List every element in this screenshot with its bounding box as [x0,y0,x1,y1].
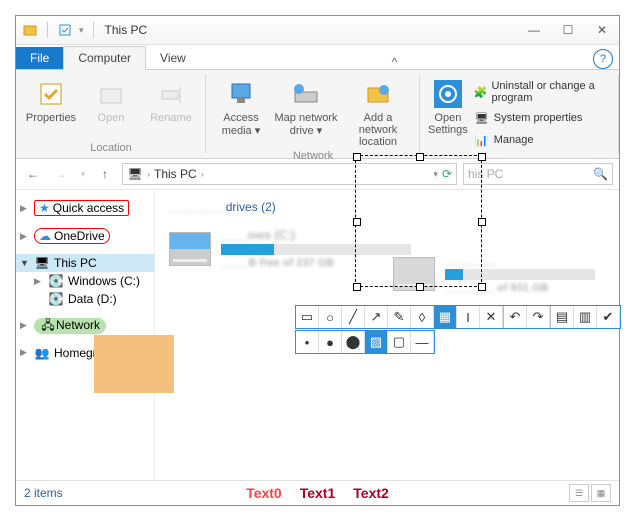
tab-view[interactable]: View [146,47,200,69]
add-location-button[interactable]: Add a network location [344,74,412,148]
tree-this-pc[interactable]: ▼🖥This PC [16,254,154,272]
tool-btn[interactable]: ✎ [388,306,411,328]
tool-btn[interactable]: ↶ [504,306,527,328]
tab-computer[interactable]: Computer [63,46,146,70]
footer-texts: Text0 Text1 Text2 [246,485,389,501]
annot-toolbar-1: ▭○╱↗✎◊▦I✕↶↷▤▥✔ [295,305,621,329]
tool-btn[interactable]: ● [319,331,342,353]
recent-chevron[interactable]: ▾ [78,163,88,185]
footer-text: Text1 [300,485,336,501]
tree-network[interactable]: ▶🖧Network [16,316,154,336]
tree-drive-d[interactable]: 💽Data (D:) [16,290,154,308]
view-icons[interactable]: ▦ [591,484,611,502]
tool-btn[interactable]: • [296,331,319,353]
tool-btn[interactable]: ↗ [365,306,388,328]
footer-text: Text0 [246,485,282,501]
ribbon-tabs: File Computer View ^ ? [16,45,619,69]
search-box[interactable]: his PC 🔍 [463,163,613,185]
tool-btn[interactable]: ╱ [342,306,365,328]
tool-btn[interactable]: ↷ [527,306,550,328]
tool-btn[interactable]: ○ [319,306,342,328]
tool-btn[interactable]: ✕ [480,306,503,328]
maximize-button[interactable]: ☐ [551,17,585,43]
group-network: Network [293,150,333,162]
tool-btn[interactable]: ✔ [597,306,620,328]
view-details[interactable]: ☰ [569,484,589,502]
tool-btn[interactable]: — [411,331,434,353]
status-bar: 2 items Text0 Text1 Text2 ☰ ▦ [16,480,619,505]
sysprops-item[interactable]: 🖥System properties [474,108,611,128]
nav-tree: ▶★Quick access ▶☁OneDrive ▼🖥This PC ▶💽Wi… [16,190,155,480]
open-button: Open [84,74,138,140]
tool-btn[interactable]: ▥ [574,306,597,328]
manage-item[interactable]: 📊Manage [474,130,611,150]
tool-btn[interactable]: I [457,306,480,328]
minimize-button[interactable]: — [517,17,551,43]
annot-toolbar-2: •●⬤▨▢— [295,330,435,354]
drive-icon [169,232,211,266]
group-location: Location [90,142,132,154]
tool-btn[interactable]: ▢ [388,331,411,353]
selection-marquee[interactable] [355,155,482,287]
ribbon-collapse[interactable]: ^ [392,55,398,69]
app-icon [22,22,38,38]
tool-btn[interactable]: ▨ [365,331,388,353]
tool-btn[interactable]: ▦ [434,306,457,328]
tool-btn[interactable]: ◊ [411,306,434,328]
ribbon: Properties Open Rename Location Access m… [16,69,619,159]
help-icon[interactable]: ? [593,49,613,69]
title-bar: ▾ This PC — ☐ ✕ [16,16,619,45]
forward-button: → [50,163,72,185]
footer-text: Text2 [353,485,389,501]
pc-icon: 🖥 [127,167,143,181]
tool-btn[interactable]: ⬤ [342,331,365,353]
qat-chevron[interactable]: ▾ [79,25,84,36]
tab-file[interactable]: File [16,47,63,69]
explorer-window: ▾ This PC — ☐ ✕ File Computer View ^ ? P… [15,15,620,506]
back-button[interactable]: ← [22,163,44,185]
tool-btn[interactable]: ▭ [296,306,319,328]
map-drive-button[interactable]: Map network drive ▾ [274,74,338,148]
tool-btn[interactable]: ▤ [551,306,574,328]
address-bar: ← → ▾ ↑ 🖥 › This PC › ▾ ⟳ his PC 🔍 [16,159,619,190]
search-icon[interactable]: 🔍 [593,167,608,181]
qat-icon[interactable] [57,22,73,38]
open-settings-button[interactable]: Open Settings [428,74,468,152]
up-button[interactable]: ↑ [94,163,116,185]
uninstall-item[interactable]: 🧩Uninstall or change a program [474,78,611,106]
properties-button[interactable]: Properties [24,74,78,140]
access-media-button[interactable]: Access media ▾ [214,74,268,148]
tree-quick-access[interactable]: ▶★Quick access [16,198,154,218]
rename-button: Rename [144,74,198,140]
window-title: This PC [105,23,148,37]
status-count: 2 items [24,486,63,500]
close-button[interactable]: ✕ [585,17,619,43]
tree-onedrive[interactable]: ▶☁OneDrive [16,226,154,246]
content-pane: ________ drives (2) ____ows (C:) ____ B … [155,190,619,480]
tree-drive-c[interactable]: ▶💽Windows (C:) [16,272,154,290]
